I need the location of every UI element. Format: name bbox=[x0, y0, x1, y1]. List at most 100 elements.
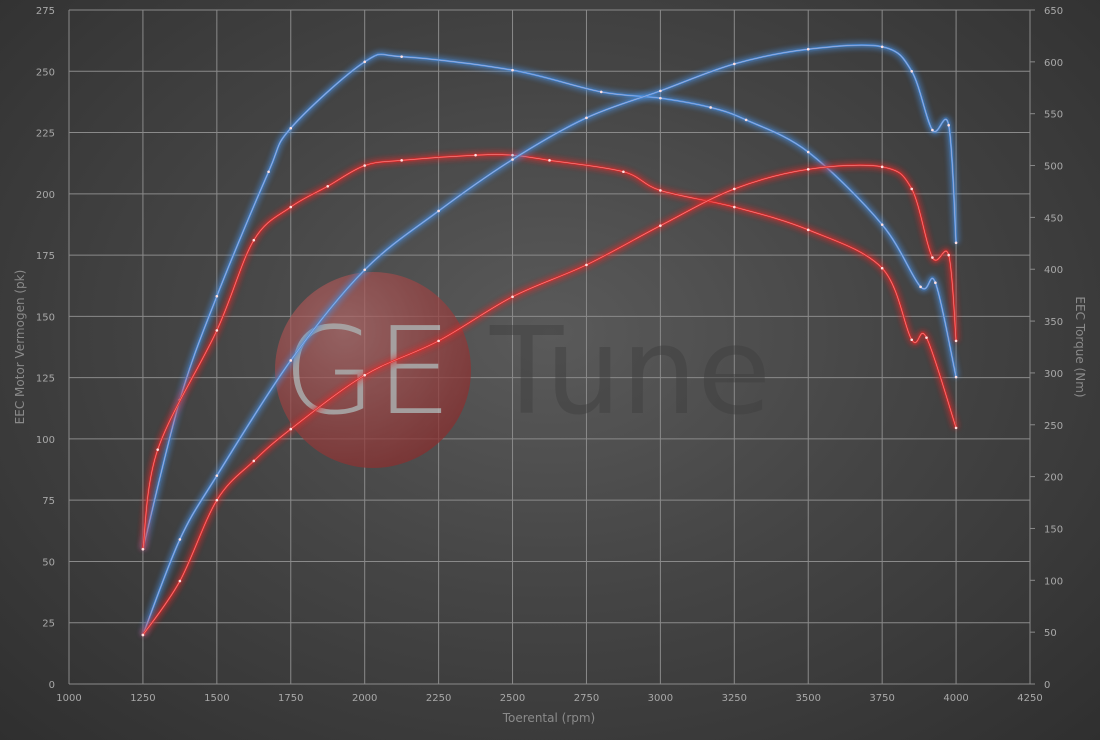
data-point bbox=[954, 241, 958, 245]
y-tick-label: 75 bbox=[42, 496, 55, 507]
x-tick-label: 2500 bbox=[500, 693, 525, 704]
y2-tick-label: 600 bbox=[1044, 58, 1063, 69]
data-point bbox=[548, 159, 551, 162]
y2-tick-label: 400 bbox=[1044, 265, 1063, 276]
y2-tick-label: 500 bbox=[1044, 162, 1063, 173]
data-point bbox=[880, 165, 884, 169]
y-tick-label: 275 bbox=[36, 6, 55, 17]
data-point bbox=[141, 547, 145, 551]
data-point bbox=[919, 285, 922, 289]
data-point bbox=[141, 633, 145, 637]
y2-tick-label: 100 bbox=[1044, 576, 1063, 587]
data-point bbox=[363, 268, 366, 272]
data-point bbox=[954, 426, 958, 430]
y-tick-label: 125 bbox=[36, 374, 55, 385]
data-point bbox=[806, 228, 810, 232]
y2-tick-label: 450 bbox=[1044, 213, 1063, 224]
series-highlight bbox=[142, 53, 957, 550]
x-tick-label: 1250 bbox=[130, 693, 155, 704]
data-point bbox=[400, 55, 403, 58]
data-point bbox=[954, 375, 958, 379]
x-tick-label: 3750 bbox=[869, 693, 894, 704]
data-point bbox=[806, 168, 810, 171]
y2-tick-label: 0 bbox=[1044, 680, 1050, 691]
x-tick-label: 4250 bbox=[1017, 693, 1042, 704]
data-point bbox=[289, 359, 293, 362]
y2-tick-label: 350 bbox=[1044, 317, 1063, 328]
data-point bbox=[659, 189, 662, 192]
x-tick-label: 1750 bbox=[278, 693, 303, 704]
y-tick-label: 250 bbox=[36, 67, 55, 78]
data-point bbox=[910, 187, 914, 191]
y-tick-label: 50 bbox=[42, 557, 55, 568]
data-point bbox=[880, 45, 884, 49]
data-point bbox=[215, 474, 219, 477]
data-point bbox=[326, 184, 330, 188]
data-point bbox=[733, 62, 736, 66]
y2-axis-label: EEC Torque (Nm) bbox=[1073, 296, 1087, 397]
data-point bbox=[178, 538, 182, 541]
data-point bbox=[511, 68, 514, 72]
data-point bbox=[585, 263, 588, 267]
y-tick-label: 150 bbox=[36, 312, 55, 323]
x-tick-label: 4000 bbox=[943, 693, 968, 704]
series-2 bbox=[140, 42, 959, 637]
y2-tick-label: 200 bbox=[1044, 473, 1063, 484]
series-1 bbox=[140, 152, 959, 551]
y2-tick-label: 150 bbox=[1044, 524, 1063, 535]
watermark-logo: GE Tune bbox=[275, 272, 771, 468]
x-tick-label: 3250 bbox=[722, 693, 747, 704]
data-point bbox=[156, 448, 160, 451]
x-axis-label: Toerental (rpm) bbox=[502, 711, 595, 725]
x-tick-label: 1500 bbox=[204, 693, 229, 704]
data-point bbox=[215, 329, 219, 332]
data-point bbox=[252, 459, 256, 463]
data-point bbox=[744, 118, 748, 122]
data-point bbox=[947, 123, 950, 127]
x-tick-label: 2750 bbox=[574, 693, 599, 704]
data-point bbox=[931, 128, 934, 132]
data-point bbox=[931, 256, 934, 259]
data-point bbox=[947, 253, 950, 257]
data-point bbox=[289, 126, 293, 130]
y-axis-label: EEC Motor Vermogen (pk) bbox=[13, 270, 27, 425]
y2-tick-label: 50 bbox=[1044, 628, 1057, 639]
data-point bbox=[934, 281, 937, 285]
data-point bbox=[659, 89, 662, 93]
data-point bbox=[400, 159, 403, 162]
data-point bbox=[880, 266, 884, 270]
y2-tick-label: 550 bbox=[1044, 110, 1063, 121]
series-line bbox=[141, 53, 958, 550]
data-point bbox=[437, 209, 440, 213]
data-point bbox=[289, 427, 293, 431]
data-point bbox=[733, 187, 736, 191]
data-point bbox=[806, 47, 810, 51]
data-point bbox=[474, 153, 477, 157]
data-point bbox=[511, 153, 514, 157]
data-point bbox=[622, 170, 625, 174]
data-point bbox=[733, 205, 736, 209]
data-point bbox=[363, 373, 366, 377]
data-point bbox=[289, 205, 293, 209]
data-point bbox=[252, 238, 256, 242]
data-point bbox=[910, 69, 914, 73]
data-point bbox=[954, 339, 958, 343]
x-tick-label: 2250 bbox=[426, 693, 451, 704]
series-glow bbox=[140, 51, 959, 550]
data-point bbox=[806, 150, 810, 154]
y-tick-label: 0 bbox=[49, 680, 55, 691]
data-point bbox=[178, 579, 182, 583]
data-point bbox=[585, 116, 588, 120]
series-3 bbox=[140, 162, 959, 637]
data-point bbox=[599, 90, 603, 94]
data-point bbox=[215, 498, 219, 502]
y-tick-label: 200 bbox=[36, 190, 55, 201]
data-point bbox=[363, 60, 366, 64]
data-point bbox=[363, 164, 366, 167]
data-point bbox=[511, 158, 514, 161]
x-tick-label: 1000 bbox=[56, 693, 81, 704]
data-point bbox=[511, 295, 514, 299]
y-tick-label: 25 bbox=[42, 619, 55, 630]
series-0 bbox=[140, 51, 959, 551]
